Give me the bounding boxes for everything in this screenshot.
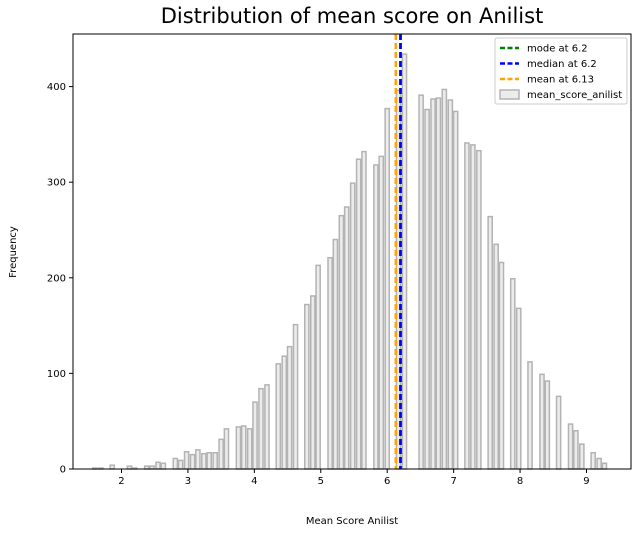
legend-swatch xyxy=(499,89,520,100)
histogram-bar xyxy=(401,53,408,470)
legend-frame xyxy=(494,37,628,105)
plot-frame xyxy=(72,33,632,470)
histogram-bar xyxy=(384,107,391,470)
histogram-bar xyxy=(155,461,161,470)
histogram-bar xyxy=(424,108,430,470)
histogram-bar xyxy=(275,363,282,470)
y-tick-label: 0 xyxy=(60,465,66,476)
histogram-bar xyxy=(258,387,264,470)
histogram-bar xyxy=(292,323,299,470)
histogram-bar xyxy=(177,459,184,470)
x-tick-label: 8 xyxy=(517,476,523,487)
x-axis-ticks: 2 3 4 5 6 7 8 9 xyxy=(118,469,590,487)
x-tick-label: 4 xyxy=(251,476,257,487)
histogram-bar xyxy=(160,462,167,470)
histogram-bar xyxy=(539,373,545,470)
histogram-bar xyxy=(476,149,482,470)
histogram-bar xyxy=(281,355,288,470)
histogram-bar xyxy=(183,451,190,470)
histogram-bar xyxy=(252,401,258,470)
histogram-bars xyxy=(92,53,608,470)
legend-label: median at 6.2 xyxy=(527,59,597,70)
histogram-bar xyxy=(509,278,516,470)
reference-lines xyxy=(394,34,402,469)
histogram-bar xyxy=(218,438,224,470)
histogram-bar xyxy=(590,452,596,470)
histogram-bar xyxy=(515,307,522,470)
y-tick-label: 200 xyxy=(47,273,66,284)
histogram-bar xyxy=(223,428,230,470)
y-axis-ticks: 0 100 200 300 400 xyxy=(47,82,73,476)
x-tick-label: 5 xyxy=(318,476,324,487)
histogram-bar xyxy=(498,261,505,470)
histogram-bar xyxy=(544,380,551,470)
histogram-bar xyxy=(435,97,442,470)
histogram-bar xyxy=(349,182,356,470)
histogram-bar xyxy=(304,303,310,470)
histogram-bar xyxy=(189,453,196,470)
x-tick-label: 6 xyxy=(384,476,390,487)
y-tick-label: 400 xyxy=(47,82,66,93)
histogram-bar xyxy=(596,457,602,470)
histogram-bar xyxy=(240,425,247,470)
legend-label: mean at 6.13 xyxy=(527,75,594,86)
legend: mode at 6.2 median at 6.2 mean at 6.13 mean… xyxy=(494,37,628,105)
histogram-bar xyxy=(286,345,293,470)
histogram-bar xyxy=(361,150,367,470)
y-tick-label: 100 xyxy=(47,369,66,380)
histogram-bar xyxy=(264,384,270,470)
chart-title: Distribution of mean score on Anilist xyxy=(161,4,544,28)
histogram-bar xyxy=(332,238,339,470)
histogram-bar xyxy=(309,295,316,470)
histogram-bar xyxy=(573,430,579,470)
histogram-bar xyxy=(527,361,533,470)
histogram-bar xyxy=(452,110,459,470)
histogram-bar xyxy=(235,426,242,470)
histogram-bar xyxy=(172,457,179,470)
histogram-bar xyxy=(464,142,470,470)
histogram-bar xyxy=(470,144,476,470)
histogram-bar xyxy=(338,214,345,470)
histogram-bar xyxy=(109,464,116,470)
y-tick-label: 300 xyxy=(47,178,66,189)
legend-label: mean_score_anilist xyxy=(527,90,622,101)
x-tick-label: 3 xyxy=(185,476,191,487)
histogram-bar xyxy=(579,443,585,470)
histogram-bar xyxy=(555,395,562,470)
histogram-bar xyxy=(418,94,424,470)
histogram-bar xyxy=(246,428,253,470)
histogram-bar xyxy=(373,164,379,470)
y-axis-label: Frequency xyxy=(8,226,19,278)
histogram-bar xyxy=(355,158,362,470)
histogram-bar xyxy=(212,452,218,470)
legend-label: mode at 6.2 xyxy=(527,44,588,55)
histogram-bar xyxy=(567,423,574,470)
histogram-bar xyxy=(343,206,350,470)
histogram-bar xyxy=(447,99,454,470)
histogram-bar xyxy=(195,449,201,470)
histogram-bar xyxy=(487,215,493,470)
histogram-bar xyxy=(201,452,207,470)
x-tick-label: 7 xyxy=(450,476,456,487)
x-axis-label: Mean Score Anilist xyxy=(306,516,398,527)
histogram-bar xyxy=(430,98,436,470)
histogram-bar xyxy=(327,256,333,470)
histogram-bar xyxy=(315,264,321,470)
histogram-bar xyxy=(493,243,499,470)
histogram-bar xyxy=(441,88,448,470)
histogram-bar xyxy=(378,155,385,470)
histogram-bar xyxy=(601,462,608,470)
x-tick-label: 2 xyxy=(118,476,124,487)
histogram-bar xyxy=(206,452,213,470)
x-tick-label: 9 xyxy=(583,476,589,487)
